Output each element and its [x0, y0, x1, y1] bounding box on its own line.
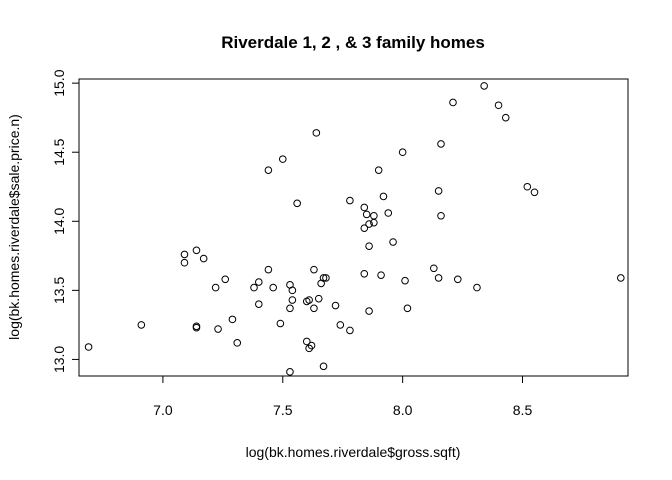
data-point	[250, 283, 258, 292]
data-point	[84, 343, 93, 351]
data-point	[365, 220, 373, 228]
data-point	[286, 304, 294, 313]
data-point	[278, 155, 287, 163]
data-point	[389, 238, 397, 246]
x-axis-title: log(bk.homes.riverdale$gross.sqft)	[246, 444, 461, 460]
data-point	[360, 203, 369, 212]
data-point	[370, 218, 378, 227]
data-point	[346, 326, 354, 335]
data-point	[365, 307, 373, 315]
data-point	[180, 250, 189, 259]
data-point	[360, 269, 369, 278]
y-tick-label: 13.0	[51, 346, 67, 373]
x-tick-label: 8.5	[513, 402, 533, 418]
data-point	[523, 182, 532, 191]
y-axis-title: log(bk.homes.riverdale$sale.price.n)	[6, 114, 22, 340]
data-point	[319, 274, 328, 282]
data-point	[346, 196, 354, 205]
y-tick-label: 14.0	[51, 207, 67, 234]
data-point	[365, 242, 373, 250]
data-point	[336, 321, 345, 329]
y-tick-label: 13.5	[51, 277, 67, 304]
data-point	[331, 301, 340, 310]
data-point	[453, 275, 462, 284]
data-point	[319, 362, 328, 371]
y-tick-label: 15.0	[51, 69, 67, 96]
x-tick-label: 8.0	[393, 402, 413, 418]
data-point	[276, 319, 285, 328]
data-point	[322, 274, 330, 282]
data-point	[137, 321, 146, 329]
data-point	[362, 210, 371, 219]
data-point	[480, 82, 488, 90]
data-point	[374, 166, 383, 174]
data-point	[437, 140, 445, 148]
x-tick-label: 7.0	[153, 402, 173, 418]
data-point	[221, 275, 230, 284]
data-point	[377, 271, 385, 279]
data-point	[192, 246, 201, 255]
data-point	[370, 211, 378, 220]
data-point	[255, 300, 263, 308]
data-point	[310, 304, 318, 313]
data-point	[494, 101, 503, 110]
data-point	[228, 315, 237, 324]
data-point	[384, 209, 393, 217]
data-point	[314, 294, 323, 303]
data-point	[269, 283, 277, 292]
data-point	[293, 199, 301, 208]
data-point	[312, 129, 321, 137]
chart-title: Riverdale 1, 2 , & 3 family homes	[221, 33, 485, 52]
data-point	[264, 265, 273, 274]
data-point	[473, 283, 481, 292]
data-point	[214, 325, 222, 333]
data-point	[288, 286, 297, 295]
data-point	[307, 341, 316, 350]
data-point	[286, 368, 294, 376]
data-point	[434, 274, 443, 282]
data-point	[401, 276, 409, 285]
data-point	[199, 254, 208, 263]
y-axis: 13.0 13.5 14.0 14.5 15.0	[51, 69, 80, 373]
data-point	[449, 98, 457, 107]
data-point	[233, 339, 242, 347]
data-points	[84, 82, 625, 376]
data-point	[302, 337, 311, 346]
data-point	[264, 166, 273, 174]
data-point	[434, 187, 443, 195]
x-tick-label: 7.5	[273, 402, 293, 418]
x-axis: 7.0 7.5 8.0 8.5	[153, 375, 533, 418]
y-tick-label: 14.5	[51, 138, 67, 165]
data-point	[617, 274, 625, 282]
data-point	[305, 296, 313, 304]
data-point	[430, 264, 438, 273]
data-point	[437, 211, 445, 220]
data-point	[255, 278, 263, 286]
data-point	[403, 304, 412, 313]
data-point	[501, 113, 510, 122]
data-point	[288, 296, 297, 304]
data-point	[211, 283, 220, 292]
data-point	[360, 224, 369, 232]
data-point	[379, 192, 388, 201]
data-point	[192, 323, 201, 332]
data-point	[180, 258, 189, 267]
data-point	[310, 265, 318, 274]
data-point	[530, 188, 539, 197]
data-point	[398, 148, 407, 157]
